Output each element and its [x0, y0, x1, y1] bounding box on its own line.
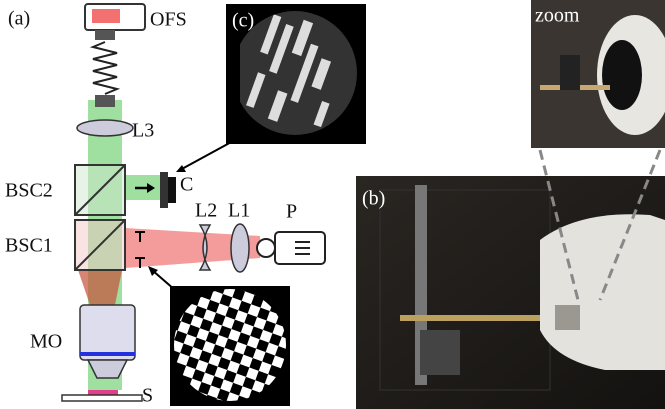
fiber-connector	[95, 95, 115, 107]
label-mo: MO	[30, 331, 62, 353]
zoom-lens	[602, 40, 642, 110]
objective-band	[80, 352, 135, 356]
camera-body	[168, 177, 176, 203]
figure: OFS L3 BSC2 C BSC1 L2 L1 P MO S	[0, 0, 665, 409]
label-bsc1: BSC1	[5, 235, 53, 257]
label-l2: L2	[195, 200, 217, 222]
lens-l3	[77, 120, 133, 136]
label-l3: L3	[132, 120, 154, 142]
projector-panel	[555, 305, 580, 330]
label-s: S	[142, 385, 153, 407]
label-p: P	[286, 201, 297, 223]
label-bsc2: BSC2	[5, 180, 53, 202]
panel-label-a: (a)	[8, 8, 30, 30]
projector-lens	[257, 239, 275, 257]
objective	[80, 305, 135, 360]
camera-front	[160, 172, 168, 208]
rail	[400, 315, 540, 321]
slide	[62, 395, 142, 401]
label-c: C	[180, 174, 193, 196]
ofs-screen	[92, 9, 120, 23]
fiber	[93, 42, 117, 94]
panel-label-b: (b)	[362, 188, 385, 210]
label-l1: L1	[228, 200, 250, 222]
arrow-c	[180, 140, 235, 170]
label-ofs: OFS	[150, 9, 187, 31]
ofs-connector	[95, 30, 115, 40]
panel-label-zoom: zoom	[535, 5, 580, 27]
zoom-mount	[560, 55, 580, 90]
panel-label-c: (c)	[232, 10, 254, 32]
mount	[420, 330, 460, 375]
red-beam-down	[78, 270, 122, 305]
lens-l1	[231, 224, 249, 272]
